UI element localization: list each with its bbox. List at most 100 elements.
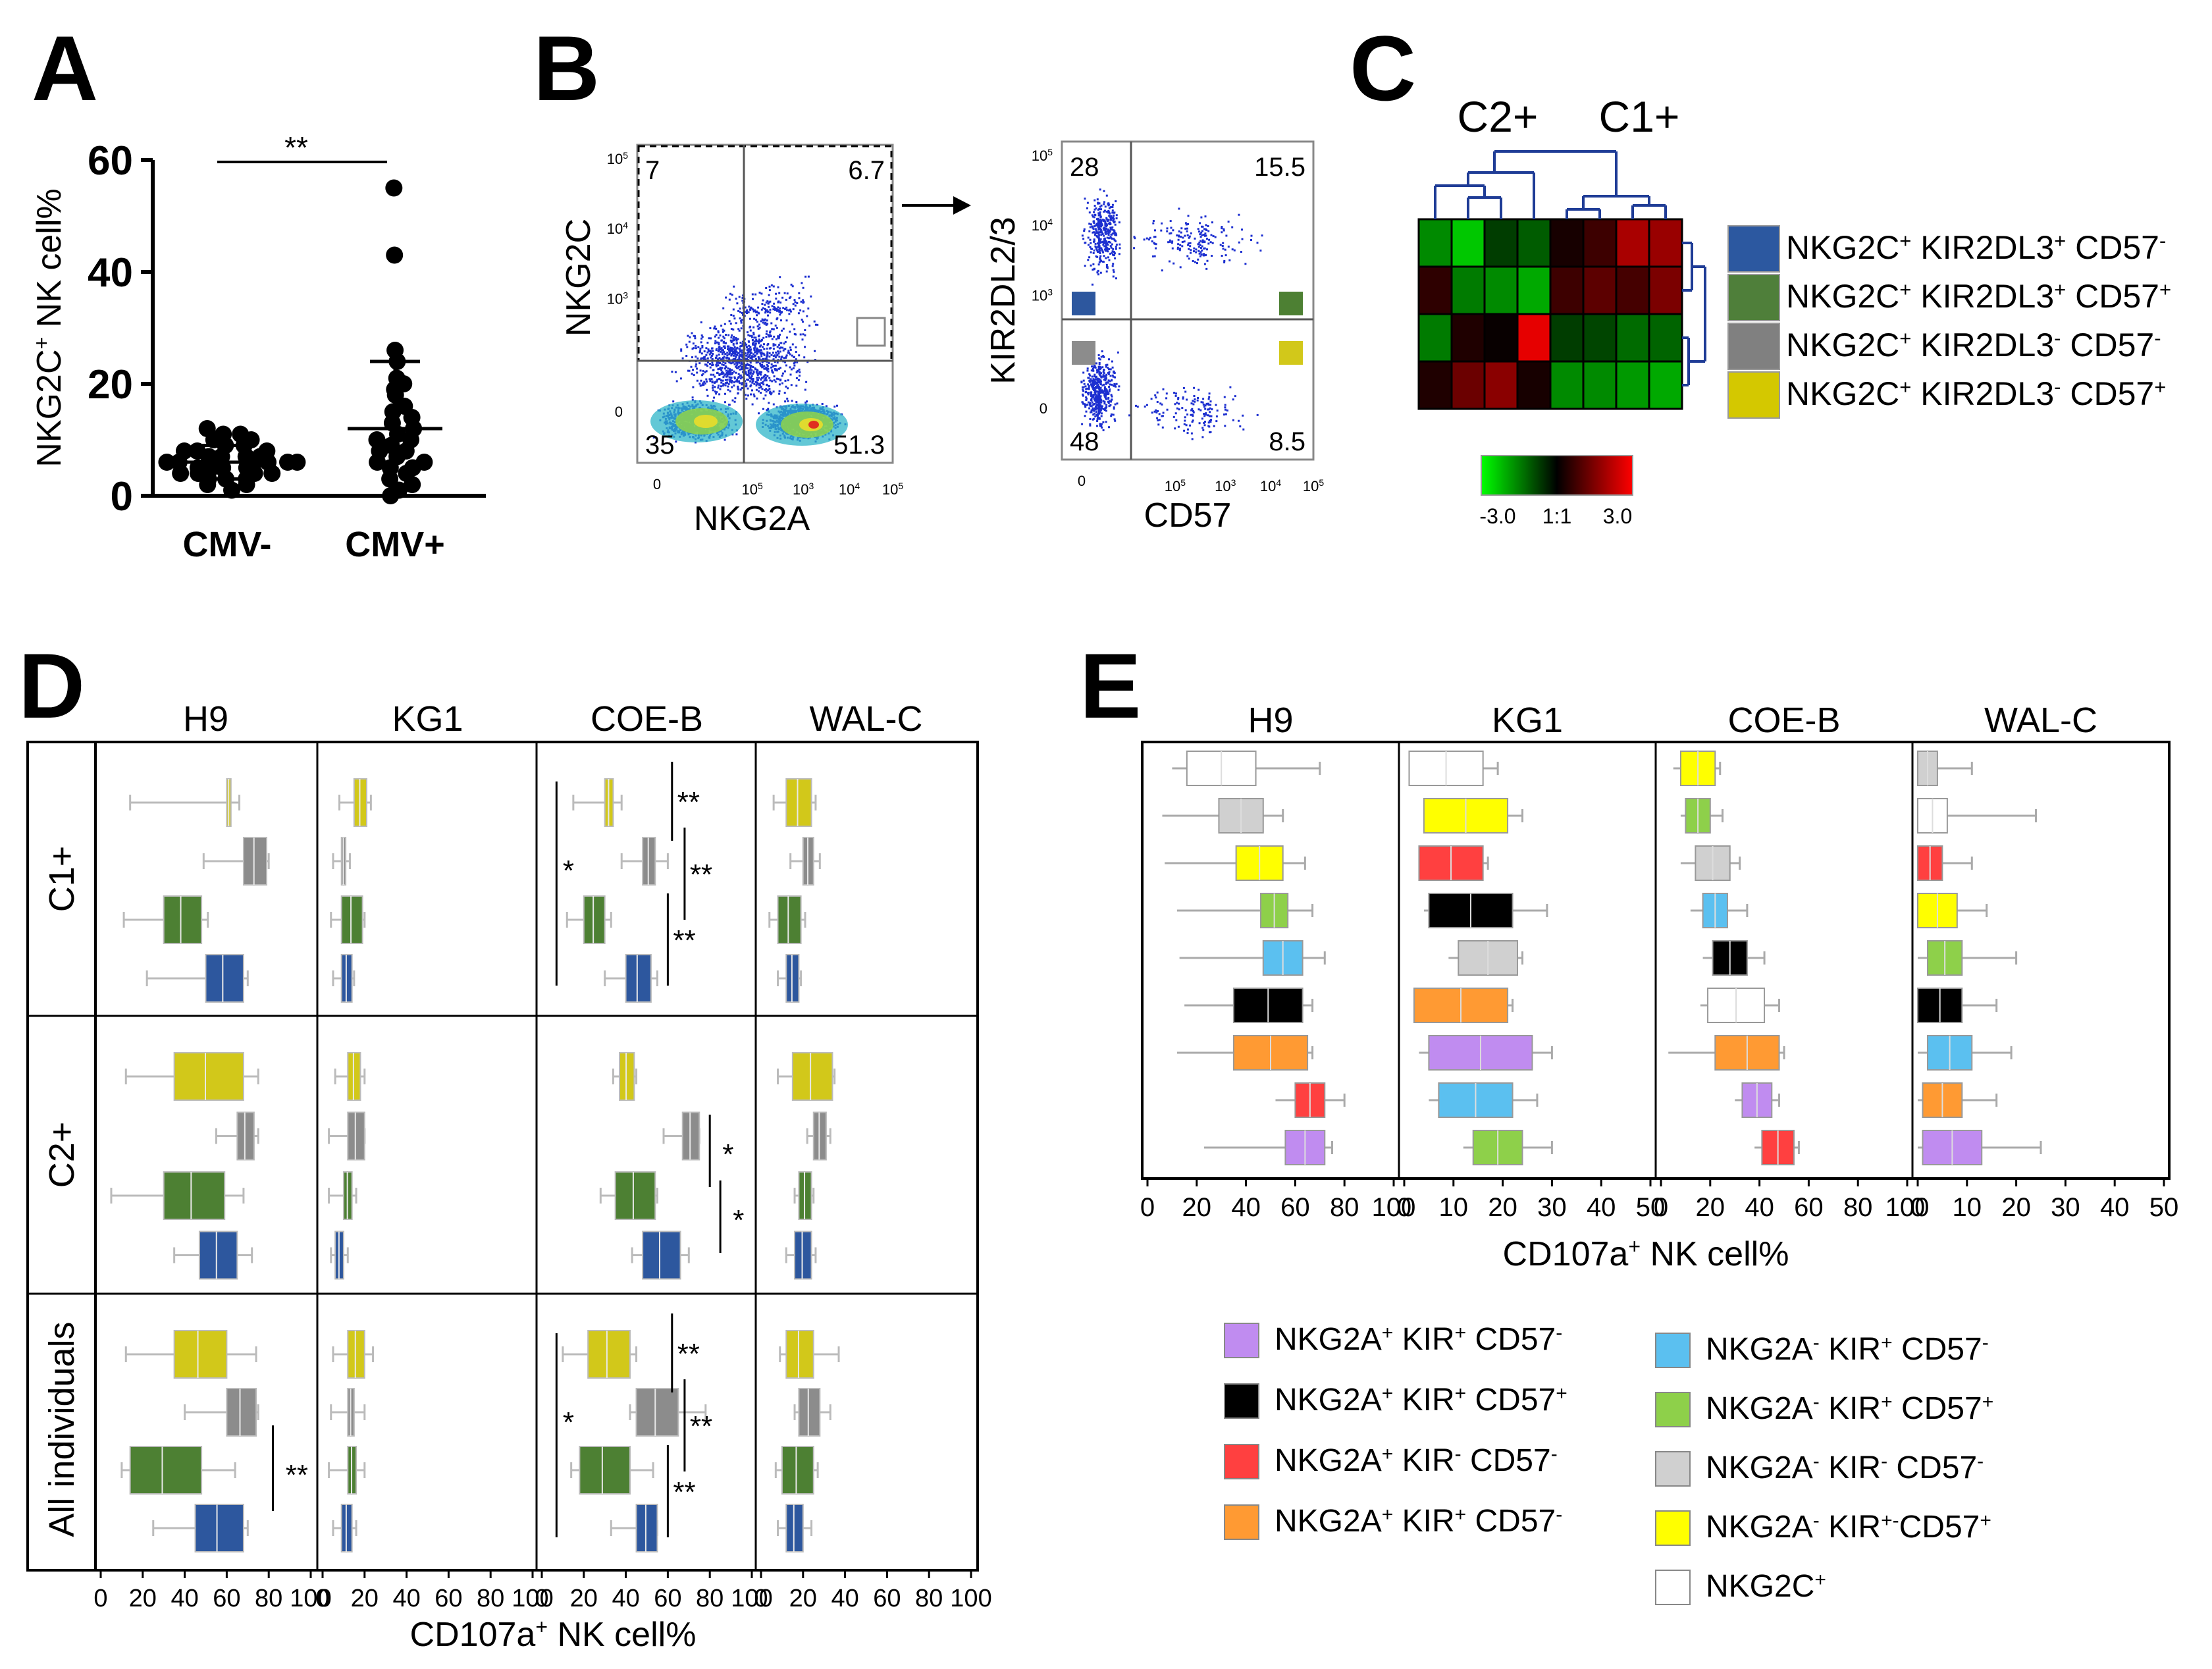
- box: [1673, 751, 1722, 786]
- box-body: [340, 895, 363, 944]
- y-tick-label: 20: [88, 362, 133, 408]
- legend-label: NKG2A- KIR+-CD57+: [1706, 1510, 1991, 1545]
- box: [610, 1504, 658, 1552]
- box: [779, 1330, 840, 1379]
- panel-letter-e: E: [1080, 634, 1141, 737]
- heatmap-cell: [1648, 265, 1683, 315]
- legend-label: NKG2A- KIR+ CD57-: [1706, 1332, 1989, 1367]
- quadrant-color-green: [1279, 292, 1303, 315]
- plot-frame: [1061, 140, 1315, 461]
- column-title: WAL-C: [810, 699, 923, 739]
- box: [1176, 893, 1314, 928]
- heatmap-cell: [1516, 218, 1552, 268]
- data-point: [368, 431, 386, 448]
- box: [570, 1446, 654, 1495]
- y-tick-label: 104: [1032, 217, 1053, 234]
- x-axis-label: CD107a+ NK cell%: [1503, 1234, 1789, 1273]
- box: [120, 1446, 236, 1495]
- heatmap-cell: [1417, 218, 1453, 268]
- event-dots: [1128, 386, 1259, 440]
- box: [330, 895, 366, 944]
- x-axis-label: CD57: [1144, 496, 1232, 535]
- y-tick-label: 0: [1040, 400, 1047, 417]
- x-tick-label: 60: [213, 1585, 240, 1612]
- panel-a-scatter: 0 20 40 60 NKG2C+ NK cell% CMV- CMV+ **: [30, 130, 486, 564]
- box-body: [198, 1231, 238, 1280]
- x-tick-label: 10: [1953, 1193, 1982, 1222]
- data-point: [215, 425, 232, 443]
- heatmap-cell: [1582, 360, 1618, 410]
- box-body: [236, 1111, 255, 1161]
- box: [1204, 1130, 1333, 1165]
- box: [1172, 751, 1321, 786]
- y-tick-label: 0: [615, 404, 623, 420]
- box: [145, 954, 249, 1003]
- colorbar-label: 1:1: [1542, 504, 1571, 528]
- box-body: [163, 1171, 226, 1220]
- heatmap-cell: [1615, 360, 1650, 410]
- gate-marker: [856, 317, 886, 347]
- box-body: [583, 895, 606, 944]
- box: [1184, 988, 1314, 1023]
- box-body: [785, 1330, 814, 1379]
- legend-label: NKG2A+ KIR+ CD57+: [1275, 1383, 1567, 1418]
- column-title: KG1: [392, 699, 463, 739]
- legend-swatch: [1224, 1444, 1259, 1479]
- x-tick-label: 80: [1330, 1193, 1359, 1222]
- box: [1165, 845, 1306, 881]
- quadrant-value: 35: [645, 431, 675, 460]
- box-body: [794, 1231, 812, 1280]
- data-point: [386, 246, 404, 264]
- legend-label: NKG2C+: [1706, 1569, 1826, 1604]
- density-contour: [694, 415, 718, 428]
- box: [338, 778, 372, 827]
- heatmap-cell: [1516, 265, 1552, 315]
- box: [772, 778, 817, 827]
- heatmap-cell: [1450, 218, 1486, 268]
- panel-c-heatmap: NKG2C+ KIR2DL3+ CD57- NKG2C+ KIR2DL3+ CD5…: [1417, 92, 2171, 528]
- heatmap-cell: [1549, 218, 1585, 268]
- plot-frame: [636, 144, 894, 464]
- box-body: [798, 1388, 821, 1437]
- x-tick-label: 105: [882, 481, 903, 498]
- box: [1419, 1035, 1553, 1071]
- cluster-label: C2+: [1458, 92, 1539, 141]
- row-title: All individuals: [42, 1321, 82, 1537]
- heatmap-cell: [1549, 360, 1585, 410]
- x-tick-label: 20: [129, 1585, 157, 1612]
- heatmap-cell: [1483, 360, 1519, 410]
- box: [777, 1504, 813, 1552]
- legend-label: NKG2A- KIR- CD57-: [1706, 1450, 1984, 1486]
- x-tick-label: 60: [434, 1585, 462, 1612]
- heatmap-cell: [1582, 218, 1618, 268]
- x-tick-label: 105: [1303, 477, 1324, 494]
- box: [599, 1171, 658, 1220]
- row-color-swatch: [1727, 274, 1780, 321]
- box: [328, 1111, 366, 1161]
- box: [1423, 893, 1548, 928]
- cluster-label: C1+: [1599, 92, 1680, 141]
- heatmap-cell: [1417, 265, 1453, 315]
- column-title: KG1: [1492, 701, 1563, 740]
- legend-label: NKG2A+ KIR+ CD57-: [1275, 1322, 1562, 1358]
- box: [1408, 751, 1499, 786]
- x-tick-label: 0: [1140, 1193, 1155, 1222]
- x-tick-label: 20: [2001, 1193, 2031, 1222]
- panel-letter-a: A: [32, 16, 98, 120]
- x-tick-label: 104: [839, 481, 860, 498]
- heatmap-cell: [1483, 265, 1519, 315]
- x-tick-label: 20: [1488, 1193, 1517, 1222]
- column-title: COE-B: [591, 699, 703, 739]
- box-body: [614, 1171, 656, 1220]
- event-dots: [1081, 188, 1121, 286]
- box: [1162, 798, 1284, 834]
- box-body: [635, 1504, 658, 1552]
- box-body: [681, 1111, 700, 1161]
- box: [1448, 940, 1524, 976]
- box-body: [785, 778, 812, 827]
- box-body: [785, 1504, 804, 1552]
- colorbar-label: -3.0: [1479, 504, 1515, 528]
- box-body: [579, 1446, 631, 1495]
- significance-label: **: [673, 924, 695, 957]
- box-body: [642, 1231, 681, 1280]
